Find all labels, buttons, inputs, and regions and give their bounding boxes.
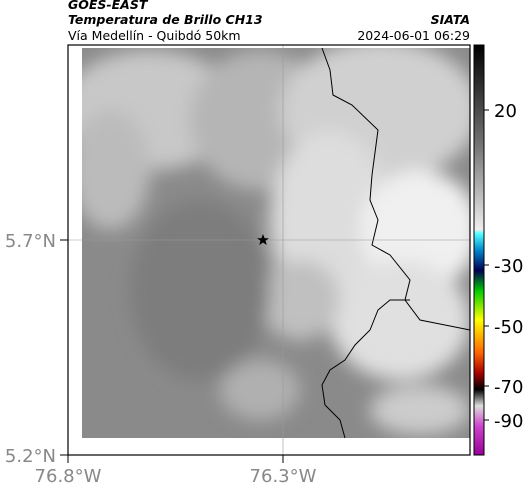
satellite-image	[82, 48, 470, 438]
map-frame	[67, 44, 471, 456]
city-marker	[257, 234, 269, 245]
colorbar-label: -90	[494, 411, 523, 432]
subtitle: Temperatura de Brillo CH13	[68, 12, 263, 27]
timestamp: 2024-06-01 06:29	[357, 28, 470, 43]
border-line	[321, 47, 471, 439]
route: Vía Medellín - Quibdó 50km	[68, 28, 241, 43]
lat-label: 5.7°N	[5, 231, 56, 252]
source: SIATA	[431, 12, 470, 27]
colorbar-label: -50	[494, 317, 523, 338]
lon-label: 76.3°W	[250, 466, 317, 487]
colorbar-label: -70	[494, 377, 523, 398]
lon-label: 76.8°W	[35, 466, 102, 487]
colorbar-label: -30	[494, 256, 523, 277]
lat-label: 5.2°N	[5, 446, 56, 467]
title: GOES-EAST	[68, 0, 149, 12]
colorbar-label: 20	[494, 101, 517, 122]
colorbar	[473, 44, 485, 456]
